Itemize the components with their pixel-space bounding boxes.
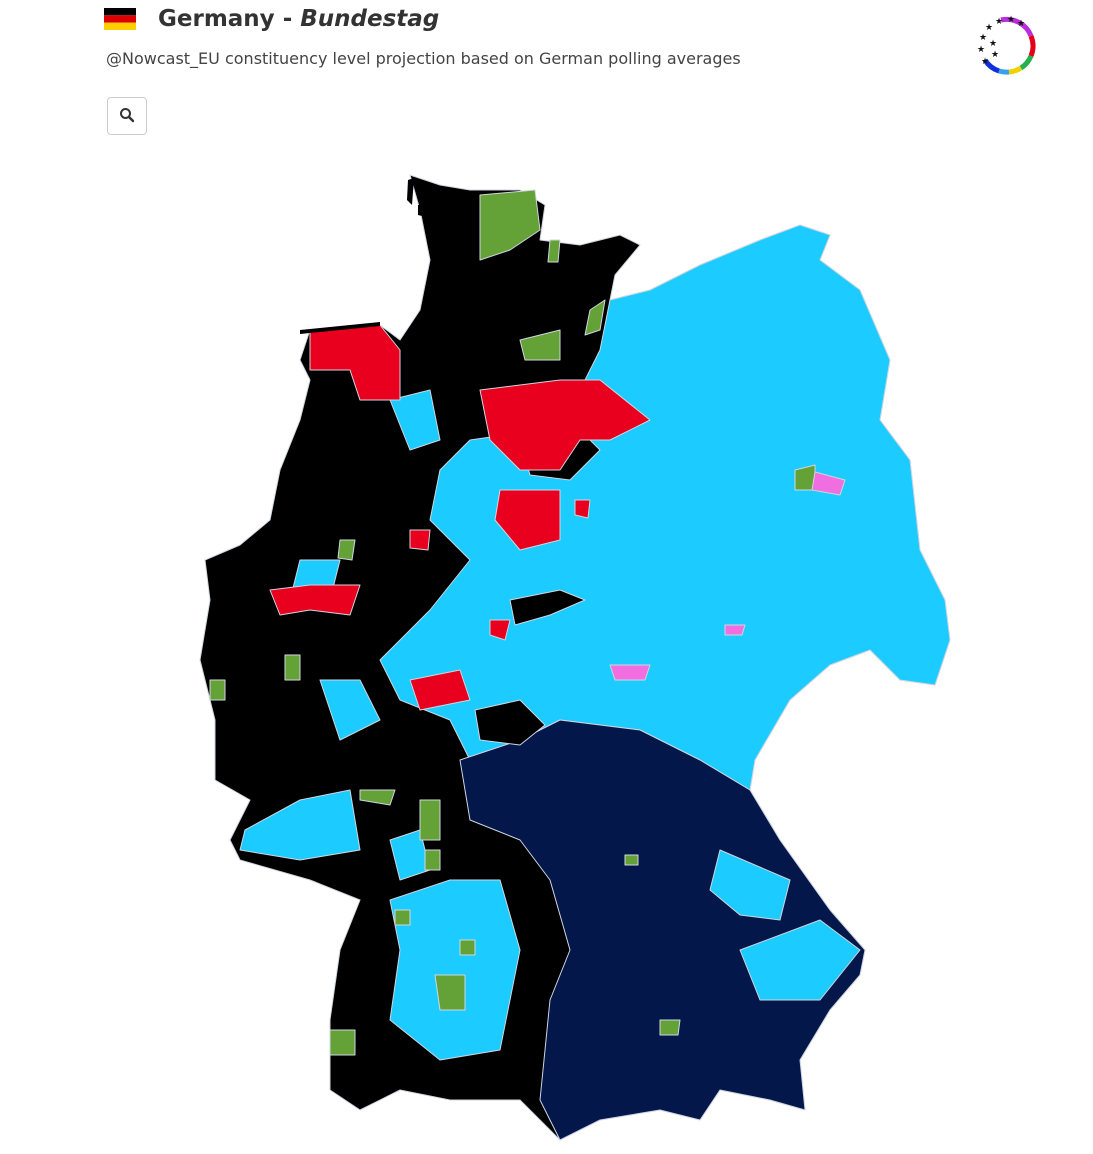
country: Germany [158, 6, 275, 32]
shape: ★ [979, 33, 987, 43]
shape [1008, 65, 1023, 75]
shape: ★ [1017, 19, 1025, 29]
region-pink [609, 471, 846, 681]
search-button[interactable] [107, 97, 147, 135]
shape [120, 107, 131, 119]
shape [104, 22, 136, 30]
title: Germany - Bundestag [104, 6, 439, 32]
shape [982, 58, 1000, 74]
shape [104, 8, 136, 16]
separator: - [282, 6, 293, 32]
subtitle: @Nowcast_EU constituency level projectio… [106, 49, 741, 68]
shape: ★ [977, 45, 985, 55]
shape: ★ [981, 57, 989, 67]
region-cyan-east [379, 224, 951, 791]
shape [1000, 16, 1034, 38]
shape [1028, 35, 1036, 57]
shape [998, 68, 1010, 75]
search-icon [120, 107, 135, 122]
shape: ★ [989, 39, 997, 49]
shape [1019, 54, 1034, 71]
shape [127, 115, 135, 122]
shape: ★ [991, 50, 999, 60]
germany-map [199, 174, 951, 1141]
logo: ★★★ ★★ ★ ★★★ [977, 15, 1036, 75]
region-red [269, 324, 651, 711]
shape: ★★★ ★★ ★ ★★★ [977, 15, 1025, 67]
shape: ★ [995, 17, 1003, 27]
islands [300, 178, 432, 334]
region-green [209, 189, 816, 1056]
shape: ★ [1007, 15, 1015, 25]
region-navy [459, 719, 866, 1141]
shape [104, 15, 136, 23]
shape: ★ [985, 23, 993, 33]
flag [104, 8, 136, 30]
chamber: Bundestag [300, 6, 440, 32]
